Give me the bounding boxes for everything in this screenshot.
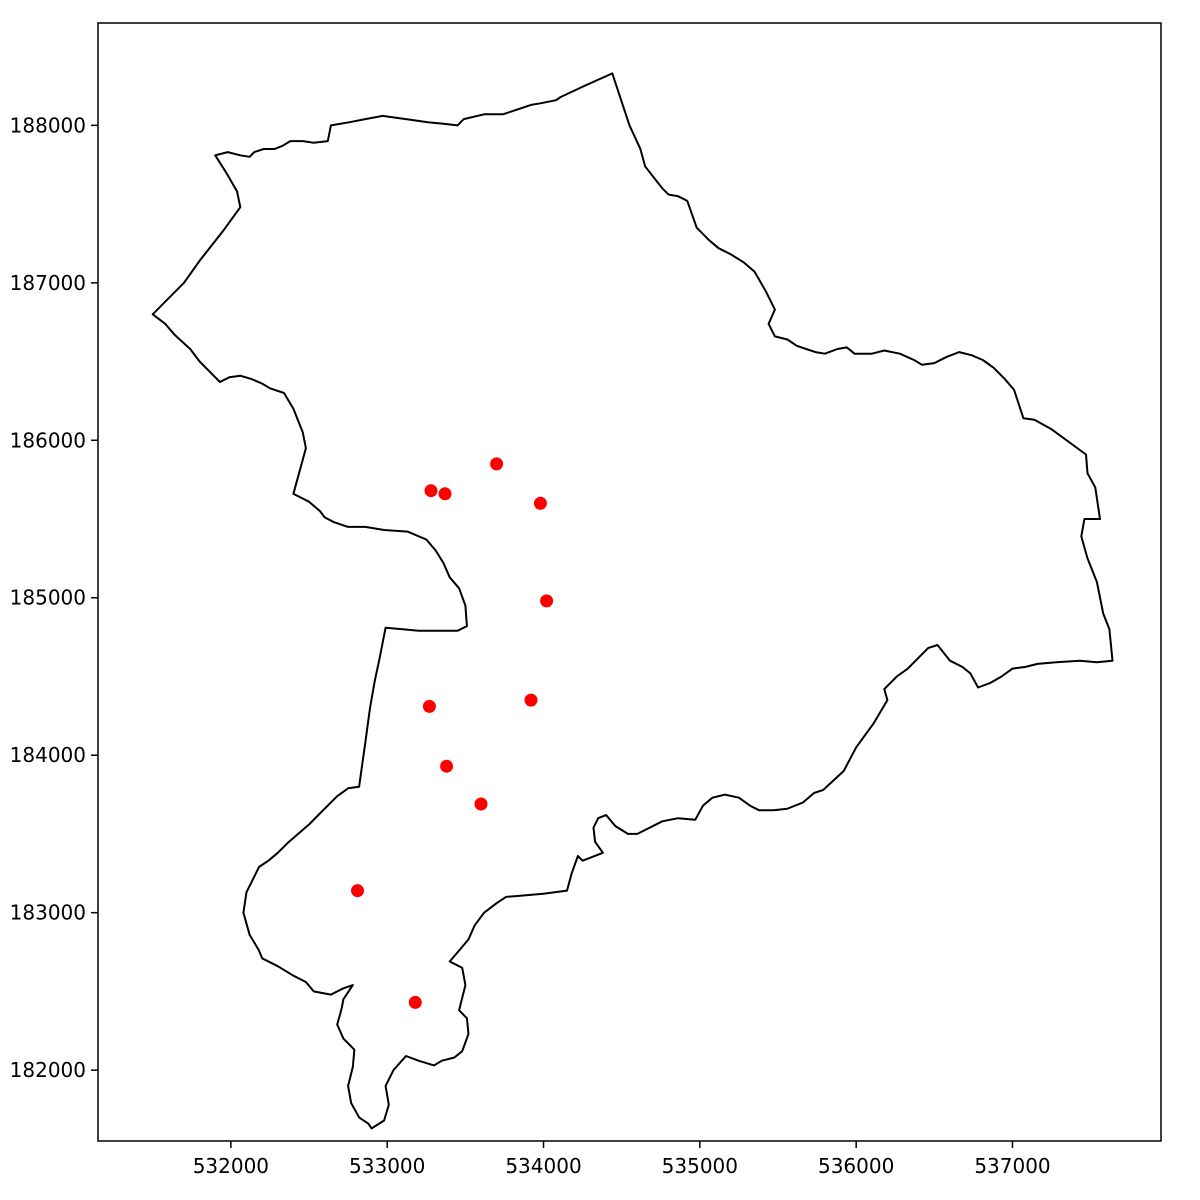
data-point [440,759,454,773]
x-tick-label: 533000 [349,1154,425,1178]
boundary-layer [151,72,1114,1130]
data-point [408,995,422,1009]
y-tick-label: 184000 [10,743,86,767]
y-tick-label: 182000 [10,1058,86,1082]
y-tick-label: 188000 [10,113,86,137]
y-tick-label: 183000 [10,901,86,925]
x-tick-label: 535000 [662,1154,738,1178]
axes-frame [97,22,1162,1142]
data-point [533,496,547,510]
data-point [351,884,364,898]
data-point [490,457,504,471]
data-point [474,797,488,811]
y-tick-label: 185000 [10,586,86,610]
x-tick-label: 534000 [505,1154,581,1178]
x-tick-label: 536000 [818,1154,894,1178]
borough-boundary [151,72,1114,1130]
data-point [438,487,452,501]
points-layer [351,457,554,1009]
y-axis-ticks: 182000 183000 184000 185000 186000 187000 1880… [10,113,98,1082]
data-point [540,594,554,608]
y-tick-label: 186000 [10,428,86,452]
data-point [524,693,538,707]
x-tick-label: 532000 [193,1154,269,1178]
data-point [422,699,436,713]
x-tick-label: 537000 [974,1154,1050,1178]
x-axis-ticks: 532000 533000 534000 535000 536000 537000 [193,1141,1051,1178]
y-tick-label: 187000 [10,271,86,295]
data-point [424,484,438,498]
